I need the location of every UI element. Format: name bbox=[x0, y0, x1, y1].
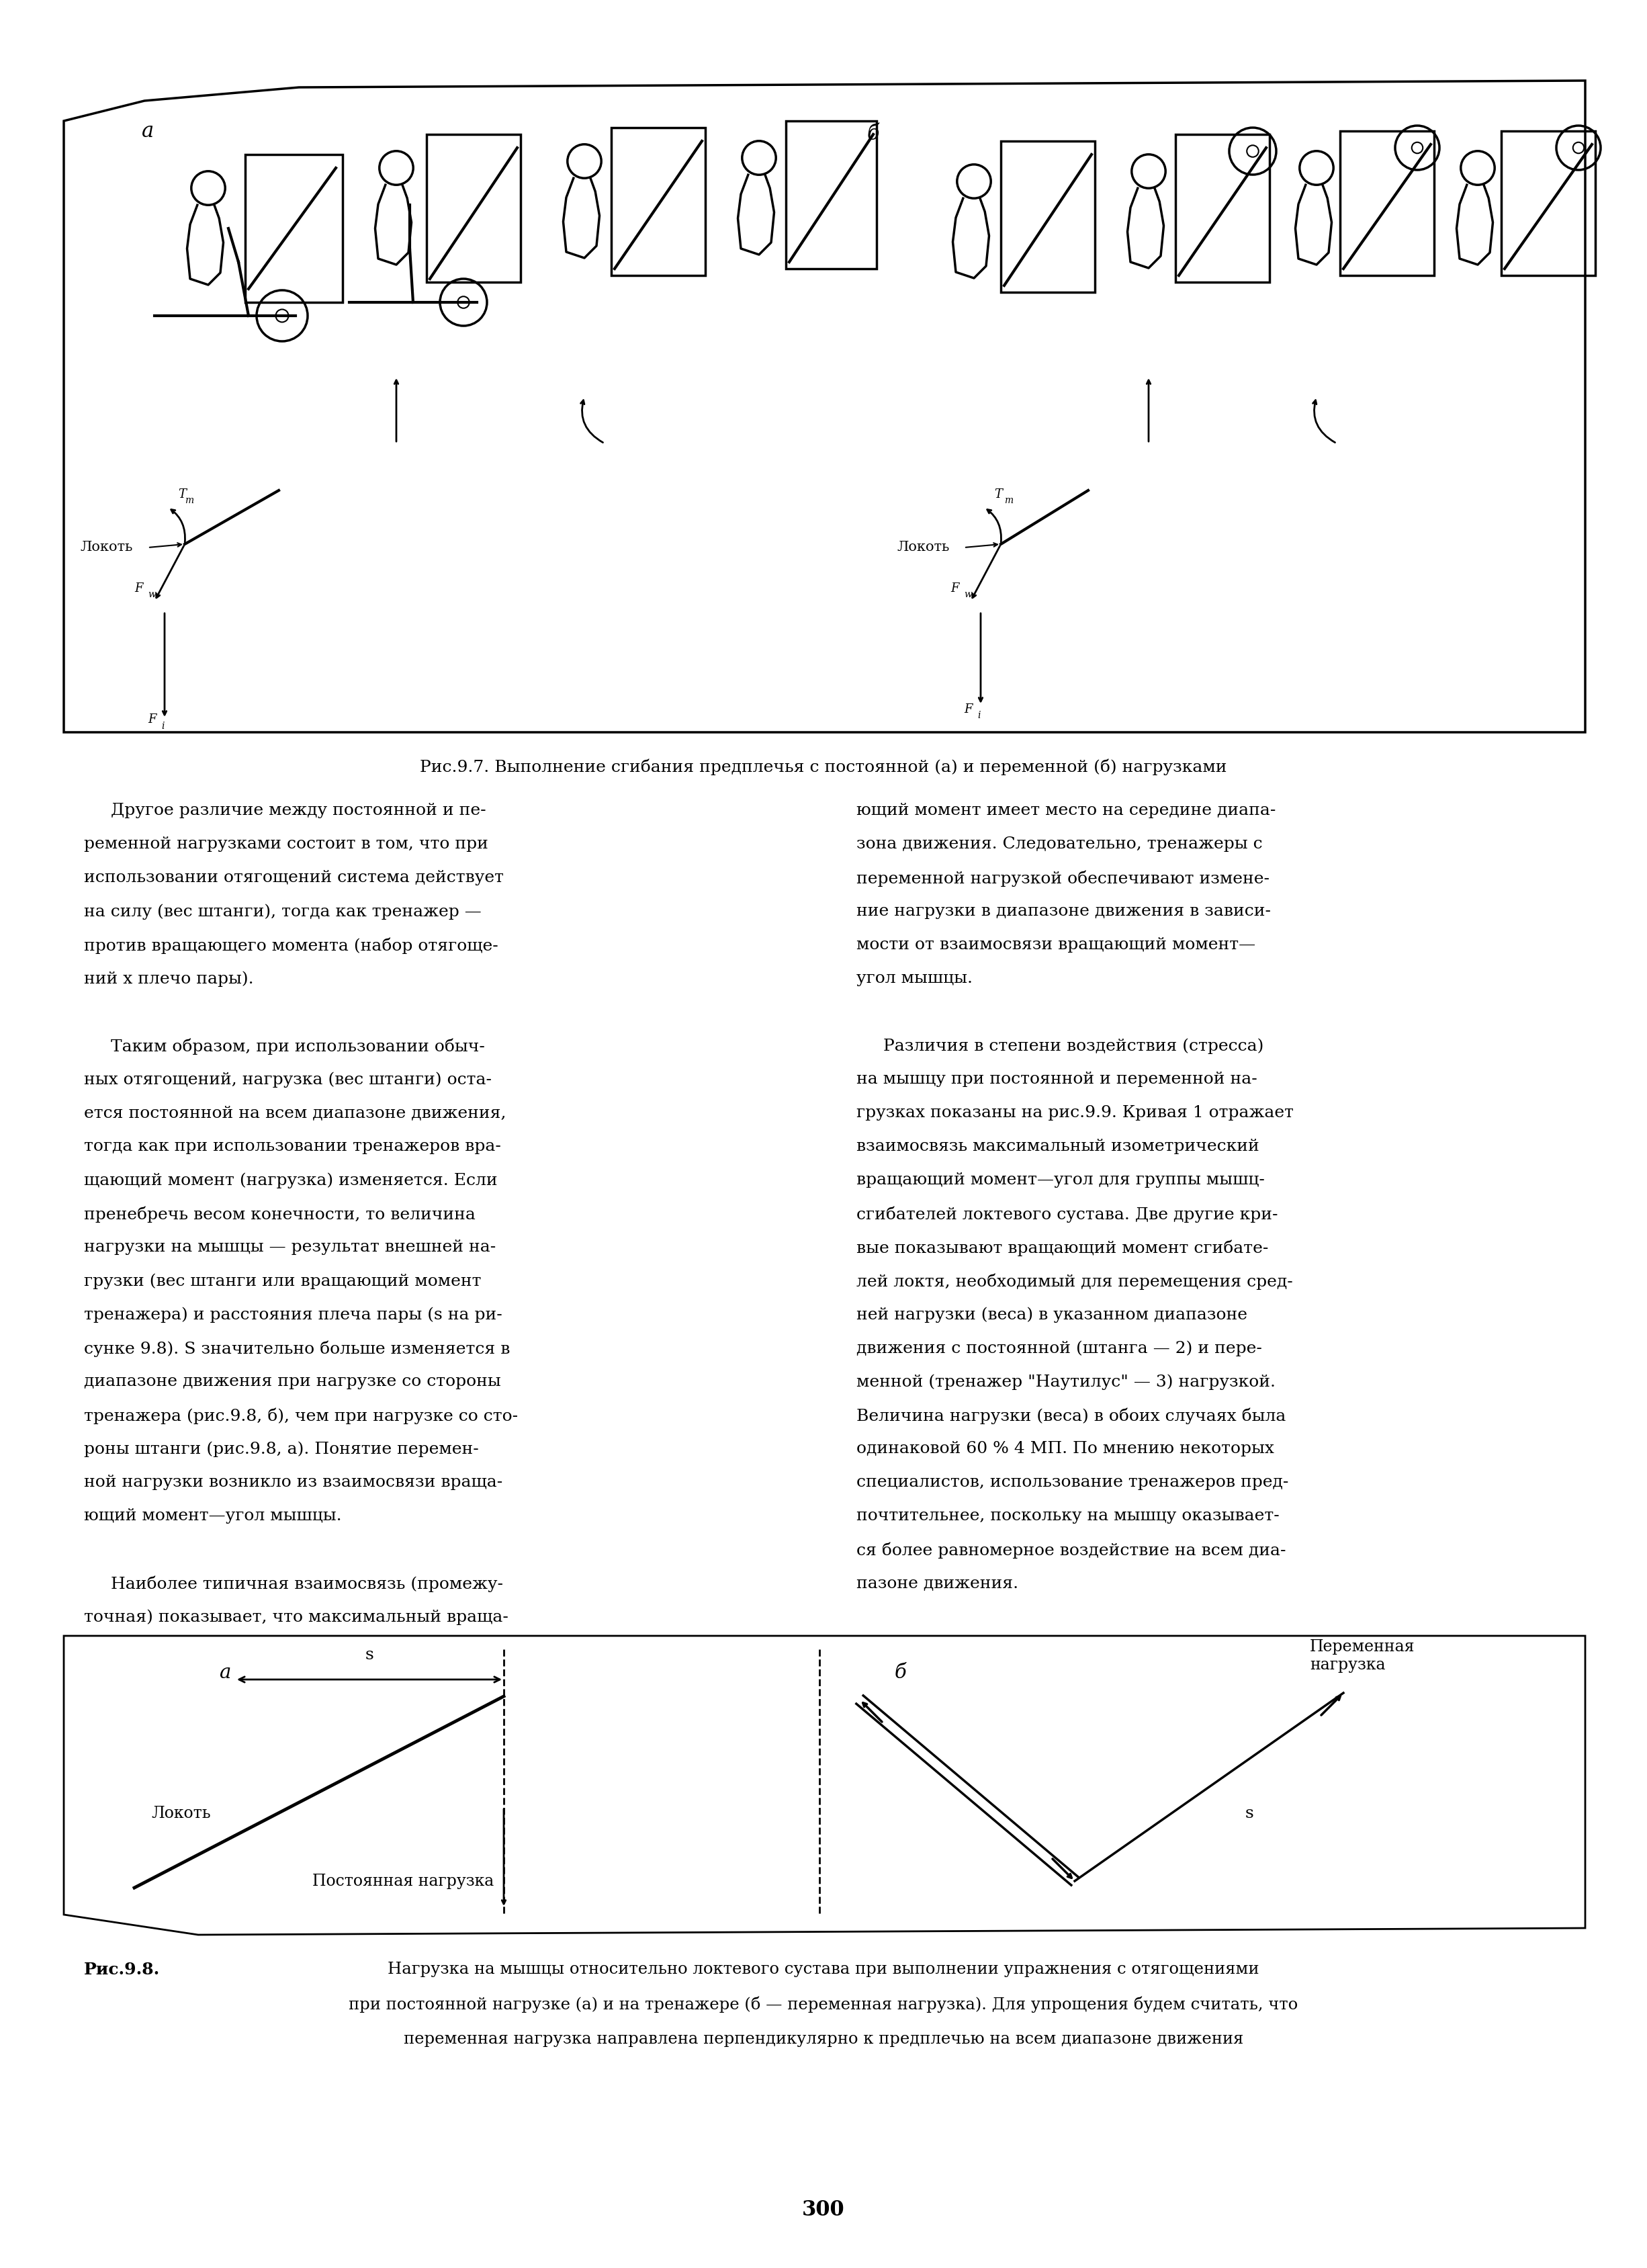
Text: Другое различие между постоянной и пе-: Другое различие между постоянной и пе- bbox=[84, 803, 486, 819]
Text: ней нагрузки (веса) в указанном диапазоне: ней нагрузки (веса) в указанном диапазон… bbox=[856, 1306, 1247, 1322]
Text: б: б bbox=[894, 1662, 906, 1683]
Text: Переменная
нагрузка: Переменная нагрузка bbox=[1309, 1640, 1415, 1674]
Text: ющий момент—угол мышцы.: ющий момент—угол мышцы. bbox=[84, 1508, 341, 1524]
Text: тогда как при использовании тренажеров вра-: тогда как при использовании тренажеров в… bbox=[84, 1139, 501, 1154]
Text: 300: 300 bbox=[802, 2200, 845, 2220]
Text: Нагрузка на мышцы относительно локтевого сустава при выполнении упражнения с отя: Нагрузка на мышцы относительно локтевого… bbox=[387, 1962, 1260, 1978]
Text: вращающий момент—угол для группы мышц-: вращающий момент—угол для группы мышц- bbox=[856, 1173, 1265, 1188]
Text: m: m bbox=[1005, 497, 1013, 506]
Text: сгибателей локтевого сустава. Две другие кри-: сгибателей локтевого сустава. Две другие… bbox=[856, 1207, 1278, 1222]
Text: взаимосвязь максимальный изометрический: взаимосвязь максимальный изометрический bbox=[856, 1139, 1260, 1154]
Text: m: m bbox=[184, 497, 194, 506]
Text: Рис.9.8.: Рис.9.8. bbox=[84, 1962, 160, 1978]
Text: движения с постоянной (штанга — 2) и пере-: движения с постоянной (штанга — 2) и пер… bbox=[856, 1340, 1262, 1356]
Text: почтительнее, поскольку на мышцу оказывает-: почтительнее, поскольку на мышцу оказыва… bbox=[856, 1508, 1280, 1524]
Text: б: б bbox=[866, 125, 879, 145]
Text: Локоть: Локоть bbox=[896, 542, 949, 553]
Text: Наиболее типичная взаимосвязь (промежу-: Наиболее типичная взаимосвязь (промежу- bbox=[84, 1576, 502, 1592]
Text: F: F bbox=[963, 703, 972, 714]
Text: T: T bbox=[178, 488, 186, 501]
Text: Локоть: Локоть bbox=[81, 542, 133, 553]
Text: нагрузки на мышцы — результат внешней на-: нагрузки на мышцы — результат внешней на… bbox=[84, 1241, 496, 1254]
Text: ется постоянной на всем диапазоне движения,: ется постоянной на всем диапазоне движен… bbox=[84, 1105, 506, 1120]
Text: тренажера (рис.9.8, б), чем при нагрузке со сто-: тренажера (рис.9.8, б), чем при нагрузке… bbox=[84, 1408, 517, 1424]
Text: щающий момент (нагрузка) изменяется. Если: щающий момент (нагрузка) изменяется. Есл… bbox=[84, 1173, 497, 1188]
Text: при постоянной нагрузке (а) и на тренажере (б — переменная нагрузка). Для упроще: при постоянной нагрузке (а) и на тренаже… bbox=[349, 1996, 1298, 2014]
Text: i: i bbox=[161, 721, 165, 730]
Text: менной (тренажер "Наутилус" — 3) нагрузкой.: менной (тренажер "Наутилус" — 3) нагрузк… bbox=[856, 1374, 1275, 1390]
Text: Величина нагрузки (веса) в обоих случаях была: Величина нагрузки (веса) в обоих случаях… bbox=[856, 1408, 1286, 1424]
Text: Различия в степени воздействия (стресса): Различия в степени воздействия (стресса) bbox=[856, 1039, 1263, 1055]
Text: а: а bbox=[142, 120, 153, 141]
Text: w: w bbox=[963, 590, 972, 599]
Text: ся более равномерное воздействие на всем диа-: ся более равномерное воздействие на всем… bbox=[856, 1542, 1286, 1558]
Text: Рис.9.7. Выполнение сгибания предплечья с постоянной (а) и переменной (б) нагруз: Рис.9.7. Выполнение сгибания предплечья … bbox=[420, 760, 1227, 776]
Text: против вращающего момента (набор отягоще-: против вращающего момента (набор отягоще… bbox=[84, 937, 499, 953]
Text: ных отягощений, нагрузка (вес штанги) оста-: ных отягощений, нагрузка (вес штанги) ос… bbox=[84, 1070, 492, 1086]
Text: точная) показывает, что максимальный враща-: точная) показывает, что максимальный вра… bbox=[84, 1608, 509, 1624]
Text: Локоть: Локоть bbox=[152, 1805, 211, 1821]
Text: w: w bbox=[148, 590, 156, 599]
Text: угол мышцы.: угол мышцы. bbox=[856, 971, 973, 987]
Text: тренажера) и расстояния плеча пары (s на ри-: тренажера) и расстояния плеча пары (s на… bbox=[84, 1306, 502, 1322]
Text: ющий момент имеет место на середине диапа-: ющий момент имеет место на середине диап… bbox=[856, 803, 1276, 819]
Text: роны штанги (рис.9.8, а). Понятие перемен-: роны штанги (рис.9.8, а). Понятие переме… bbox=[84, 1440, 479, 1456]
Text: мости от взаимосвязи вращающий момент—: мости от взаимосвязи вращающий момент— bbox=[856, 937, 1255, 953]
Text: зона движения. Следовательно, тренажеры с: зона движения. Следовательно, тренажеры … bbox=[856, 837, 1263, 853]
Text: грузках показаны на рис.9.9. Кривая 1 отражает: грузках показаны на рис.9.9. Кривая 1 от… bbox=[856, 1105, 1293, 1120]
Text: ние нагрузки в диапазоне движения в зависи-: ние нагрузки в диапазоне движения в зави… bbox=[856, 903, 1271, 919]
Text: s: s bbox=[366, 1647, 374, 1662]
Text: Таким образом, при использовании обыч-: Таким образом, при использовании обыч- bbox=[84, 1039, 484, 1055]
Text: ний х плечо пары).: ний х плечо пары). bbox=[84, 971, 254, 987]
Text: Постоянная нагрузка: Постоянная нагрузка bbox=[313, 1873, 494, 1889]
Text: а: а bbox=[219, 1662, 231, 1683]
Text: сунке 9.8). S значительно больше изменяется в: сунке 9.8). S значительно больше изменяе… bbox=[84, 1340, 511, 1356]
Text: ной нагрузки возникло из взаимосвязи враща-: ной нагрузки возникло из взаимосвязи вра… bbox=[84, 1474, 502, 1490]
Text: F: F bbox=[950, 583, 959, 594]
Text: переменная нагрузка направлена перпендикулярно к предплечью на всем диапазоне дв: переменная нагрузка направлена перпендик… bbox=[404, 2032, 1243, 2048]
Text: грузки (вес штанги или вращающий момент: грузки (вес штанги или вращающий момент bbox=[84, 1272, 481, 1288]
Text: вые показывают вращающий момент сгибате-: вые показывают вращающий момент сгибате- bbox=[856, 1241, 1268, 1256]
Text: лей локтя, необходимый для перемещения сред-: лей локтя, необходимый для перемещения с… bbox=[856, 1272, 1293, 1290]
Text: F: F bbox=[135, 583, 143, 594]
Text: специалистов, использование тренажеров пред-: специалистов, использование тренажеров п… bbox=[856, 1474, 1288, 1490]
Text: ременной нагрузками состоит в том, что при: ременной нагрузками состоит в том, что п… bbox=[84, 837, 488, 853]
Text: пазоне движения.: пазоне движения. bbox=[856, 1576, 1018, 1590]
Text: T: T bbox=[995, 488, 1001, 501]
Text: на мышцу при постоянной и переменной на-: на мышцу при постоянной и переменной на- bbox=[856, 1070, 1257, 1086]
Text: переменной нагрузкой обеспечивают измене-: переменной нагрузкой обеспечивают измене… bbox=[856, 871, 1270, 887]
Text: использовании отягощений система действует: использовании отягощений система действу… bbox=[84, 871, 504, 885]
Text: диапазоне движения при нагрузке со стороны: диапазоне движения при нагрузке со сторо… bbox=[84, 1374, 501, 1390]
Text: пренебречь весом конечности, то величина: пренебречь весом конечности, то величина bbox=[84, 1207, 476, 1222]
Text: одинаковой 60 % 4 МП. По мнению некоторых: одинаковой 60 % 4 МП. По мнению некоторы… bbox=[856, 1440, 1275, 1456]
Text: F: F bbox=[148, 714, 156, 726]
Text: на силу (вес штанги), тогда как тренажер —: на силу (вес штанги), тогда как тренажер… bbox=[84, 903, 481, 919]
Text: i: i bbox=[977, 710, 980, 721]
Text: s: s bbox=[1245, 1805, 1253, 1821]
